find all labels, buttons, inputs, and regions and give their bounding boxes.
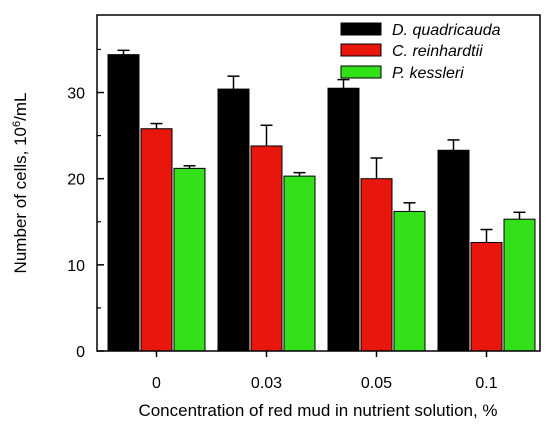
legend: D. quadricauda C. reinhardtii P. kessleri <box>340 22 501 82</box>
legend-label-3: P. kessleri <box>392 65 464 82</box>
bar-series-1-0.05 <box>327 87 360 352</box>
y-tick-label-20: 20 <box>67 172 85 189</box>
bars-layer <box>107 49 536 352</box>
bar-series-3-0.03 <box>283 175 316 352</box>
x-tick-label-0.1: 0.1 <box>475 375 497 392</box>
legend-swatch-1 <box>340 22 382 36</box>
bar-series-2-0.1 <box>470 241 503 352</box>
y-axis-title-superscript: 6 <box>11 121 23 127</box>
x-axis-title: Concentration of red mud in nutrient sol… <box>138 401 497 420</box>
legend-label-1: D. quadricauda <box>392 22 501 39</box>
y-axis-title-main: Number of cells, 10 <box>11 127 30 273</box>
ticks-layer: 0 10 20 30 0 0.03 0.05 0.1 <box>67 48 498 392</box>
y-tick-label-30: 30 <box>67 86 85 103</box>
y-axis-title-unit: /mL <box>11 93 30 121</box>
legend-swatch-2 <box>340 43 382 57</box>
bar-series-3-0.1 <box>503 218 536 352</box>
bar-series-1-0.03 <box>217 88 250 352</box>
bar-series-2-0.03 <box>250 145 283 352</box>
bar-series-1-0.1 <box>437 149 470 352</box>
bar-series-3-0 <box>173 167 206 352</box>
y-tick-label-10: 10 <box>67 258 85 275</box>
legend-label-2: C. reinhardtii <box>392 43 483 60</box>
x-tick-label-0: 0 <box>152 375 161 392</box>
axes-layer <box>96 14 541 352</box>
bar-series-2-0.05 <box>360 178 393 352</box>
bar-series-3-0.05 <box>393 210 426 352</box>
plot-frame <box>96 14 541 352</box>
y-tick-label-0: 0 <box>76 344 85 361</box>
y-axis-title: Number of cells, 106/mL <box>11 93 30 274</box>
bar-series-1-0 <box>107 54 140 352</box>
x-tick-label-0.05: 0.05 <box>361 375 392 392</box>
x-tick-label-0.03: 0.03 <box>251 375 282 392</box>
legend-swatch-3 <box>340 65 382 79</box>
bar-series-2-0 <box>140 128 173 352</box>
